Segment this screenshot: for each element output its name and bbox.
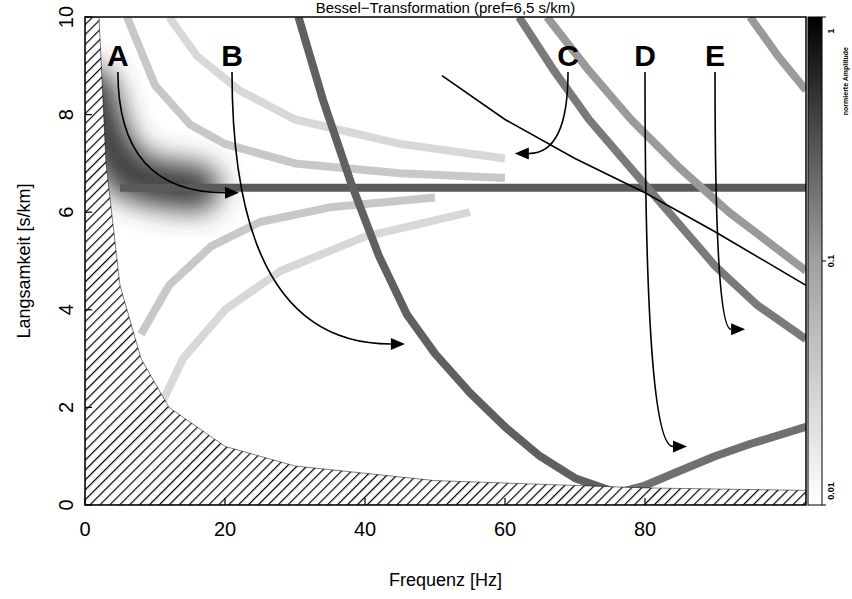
y-axis-title: Langsamkeit [s/km] [14, 183, 34, 338]
annotation-arrowhead [225, 187, 239, 199]
colorbar-tick-label: 0.01 [826, 482, 836, 500]
x-tick-label: 40 [354, 518, 376, 540]
y-tick [85, 114, 92, 115]
plot-frame [85, 17, 806, 505]
annotation-letter: B [221, 39, 243, 72]
y-tick [85, 212, 92, 213]
colorbar-tick-label: 0.1 [826, 255, 836, 268]
annotation-arrow [715, 72, 731, 329]
chart: 0 20 40 60 80 0 2 4 6 8 10 Frequenz [Hz] Langsamkeit… [0, 0, 852, 599]
annotation-arrow [118, 72, 225, 193]
colorbar-tick-label: 1 [826, 28, 836, 33]
annotation-arrow [529, 72, 568, 154]
amplitude-band [750, 17, 806, 90]
annotation-arrowhead [673, 440, 687, 452]
curve-line [442, 76, 806, 286]
annotation-arrow [232, 72, 391, 344]
x-axis-title: Frequenz [Hz] [389, 570, 502, 590]
x-tick-label: 20 [214, 518, 236, 540]
plot-background [85, 17, 806, 505]
amplitude-band [617, 427, 806, 493]
annotations: A B C D E [107, 39, 745, 452]
y-tick [85, 16, 92, 17]
annotation-letter: C [557, 39, 579, 72]
x-tick-label: 60 [494, 518, 516, 540]
x-tick-label: 0 [79, 518, 90, 540]
x-tick [644, 498, 645, 505]
y-tick [85, 407, 92, 408]
hatched-area [85, 17, 806, 505]
annotation-arrowhead [731, 323, 745, 335]
x-tick [224, 498, 225, 505]
annotation-letter: D [634, 39, 656, 72]
y-tick-label: 0 [55, 499, 77, 510]
colorbar-title: normierte Amplitude [842, 47, 850, 115]
colorbar-tick [822, 505, 826, 506]
y-tick-label: 2 [55, 402, 77, 413]
y-tick-label: 8 [55, 109, 77, 120]
y-tick [85, 309, 92, 310]
annotation-arrowhead [515, 148, 529, 160]
amplitude-band [155, 212, 470, 417]
amplitude-band [547, 17, 806, 271]
annotation-letter: A [107, 39, 129, 72]
amplitude-band [127, 17, 505, 178]
y-tick-label: 4 [55, 304, 77, 315]
x-tick [364, 498, 365, 505]
x-tick [504, 498, 505, 505]
amplitude-band [519, 17, 806, 339]
title: Bessel−Transformation (pref=6,5 s/km) [316, 0, 576, 16]
annotation-arrowhead [391, 338, 405, 350]
y-tick [85, 504, 92, 505]
amplitude-band [299, 17, 632, 493]
x-tick [84, 498, 85, 505]
colorbar [808, 17, 822, 505]
plot-marks [85, 17, 806, 505]
annotation-arrow [645, 72, 673, 446]
annotation-letter: E [705, 39, 725, 72]
y-tick-label: 10 [55, 6, 77, 28]
colorbar-tick [822, 17, 826, 18]
x-tick-label: 80 [634, 518, 656, 540]
y-tick-label: 6 [55, 207, 77, 218]
amplitude-smudge [92, 90, 197, 188]
